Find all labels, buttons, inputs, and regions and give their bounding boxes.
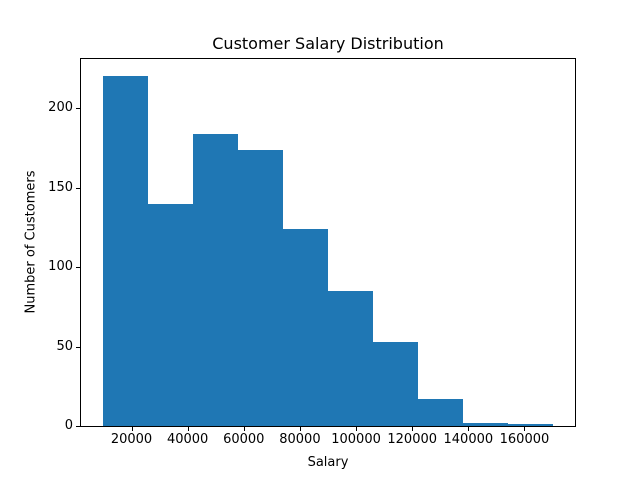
histogram-bar bbox=[283, 229, 328, 426]
y-tick-label: 200 bbox=[48, 100, 73, 116]
y-tick-label: 100 bbox=[48, 259, 73, 275]
x-axis-label: Salary bbox=[307, 455, 349, 470]
x-tick-mark bbox=[412, 427, 414, 431]
y-tick-mark bbox=[76, 108, 80, 110]
y-tick-label: 150 bbox=[48, 179, 73, 195]
histogram-bar bbox=[238, 149, 284, 426]
x-tick-mark bbox=[187, 427, 189, 431]
histogram-bar bbox=[328, 290, 373, 426]
x-tick-mark bbox=[131, 427, 133, 431]
x-tick-mark bbox=[356, 427, 358, 431]
x-tick-mark bbox=[524, 427, 526, 431]
histogram-bar bbox=[417, 399, 463, 426]
y-tick-mark bbox=[76, 187, 80, 189]
x-tick-label: 60000 bbox=[223, 432, 265, 447]
y-tick-label: 0 bbox=[64, 418, 73, 433]
histogram-bar bbox=[148, 203, 194, 426]
x-tick-label: 40000 bbox=[166, 432, 209, 447]
histogram-bar bbox=[507, 424, 553, 426]
x-tick-label: 160000 bbox=[499, 432, 550, 447]
chart-title: Customer Salary Distribution bbox=[212, 34, 444, 53]
histogram-bar bbox=[103, 76, 149, 426]
y-tick-mark bbox=[76, 267, 80, 269]
y-tick-label: 50 bbox=[56, 338, 73, 354]
y-tick-mark bbox=[76, 346, 80, 348]
x-tick-mark bbox=[243, 427, 245, 431]
y-tick-mark bbox=[76, 426, 80, 427]
x-tick-label: 100000 bbox=[331, 432, 381, 447]
x-tick-label: 140000 bbox=[443, 432, 494, 447]
histogram-bar bbox=[372, 341, 418, 426]
histogram-bar bbox=[462, 422, 508, 426]
x-tick-label: 20000 bbox=[110, 432, 153, 447]
x-tick-mark bbox=[468, 427, 470, 431]
histogram-bar bbox=[193, 133, 239, 426]
plot-area: 20000 40000 60000 80000 100000 120000 140000 16… bbox=[48, 58, 576, 447]
x-tick-label: 80000 bbox=[279, 432, 321, 447]
x-tick-label: 120000 bbox=[387, 432, 438, 447]
x-tick-mark bbox=[299, 427, 301, 431]
